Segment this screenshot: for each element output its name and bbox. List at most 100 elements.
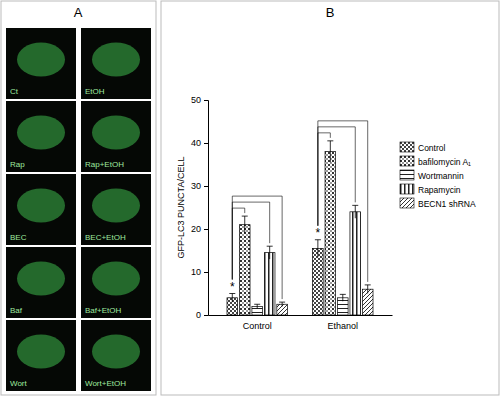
legend: Control bafilomycin A₁ Wortmannin Rapamycin… [400,142,476,209]
cell [17,262,65,296]
error-bar [340,294,346,301]
cell [92,262,140,296]
tick-label: 20 [191,224,201,234]
panel-a: A Ct EtOH Rap Rap+EtOH BEC BEC+EtOH Baf Baf+EtOH… [1,1,156,395]
legend-item: BECN1 shRNA [400,198,476,209]
significance-bracket [232,208,244,279]
legend-swatch [400,170,414,180]
tick: 20 [191,224,208,234]
panel-a-frame [1,1,156,395]
cell [92,116,140,150]
micrograph-background [81,320,151,391]
micrograph-label: EtOH [85,87,105,96]
tick-mark [204,143,208,144]
annotations: ** [230,121,368,299]
panel-label: A [74,5,83,20]
micrograph-label: Rap+EtOH [85,160,124,169]
panel-b-frame [161,1,499,395]
tick-label: 0 [196,310,201,320]
error-bar [365,285,371,294]
legend-item: Wortmannin [400,170,464,181]
significance-bracket [232,202,269,279]
error-bar [315,240,321,257]
micrograph: Wort [6,320,76,391]
cell [92,335,140,369]
cell [92,43,140,77]
micrograph-background [6,174,76,245]
axis-title: GFP-LC3 PUNCTA/CELL [176,157,186,259]
micrograph: Baf [6,247,76,318]
legend-label: Rapamycin [418,185,461,195]
cell [17,43,65,77]
bar [325,152,336,315]
micrograph-background [6,320,76,391]
error-bar [352,205,358,218]
legend-label: Control [418,143,446,153]
tick-mark [204,186,208,187]
micrograph-label: Wort+EtOH [85,379,126,388]
legend-item: bafilomycin A₁ [400,156,471,167]
tick: 0 [196,310,208,320]
tick-mark [204,315,208,316]
x-axis: Control Ethanol [209,315,393,331]
error-bar [242,216,248,233]
axis-line [209,315,393,316]
cell [17,116,65,150]
micrograph: Wort+EtOH [81,320,151,391]
significance-bracket [318,127,355,226]
bar [313,248,324,315]
micrograph: Ct [6,28,76,99]
axis-line [204,101,209,316]
bar [264,253,275,315]
tick-label: 10 [191,267,201,277]
error-bar [229,294,235,303]
legend-swatch [400,184,414,194]
micrograph: Rap [6,101,76,172]
micrograph-label: Wort [10,379,28,388]
bar [350,212,361,315]
micrograph-background [81,101,151,172]
tick-label: Ethanol [328,321,359,331]
micrograph-background [6,28,76,99]
micrograph-label: Ct [10,87,19,96]
significance-bracket [318,133,330,226]
bar [239,225,250,315]
error-bar [267,246,273,259]
panel-b: B 0 10 20 30 40 50 GFP-LC3 PUNCTA/CELL Control Et… [161,1,499,395]
tick: Control [243,315,272,331]
micrograph-label: Rap [10,160,25,169]
micrograph-label: Baf [10,306,23,315]
tick: 50 [191,95,208,105]
annotation: * [316,226,321,240]
legend-item: Rapamycin [400,184,461,195]
tick: Ethanol [328,315,359,331]
plot-area [227,141,373,315]
tick: 30 [191,181,208,191]
micrograph-background [6,247,76,318]
tick: 10 [191,267,208,277]
micrograph: Rap+EtOH [81,101,151,172]
micrograph-background [81,174,151,245]
error-bar [327,141,333,163]
y-axis: 0 10 20 30 40 50 [191,95,209,320]
micrograph-label: BEC+EtOH [85,233,126,242]
error-bar [279,302,285,306]
tick-mark [204,100,208,101]
tick-mark [204,229,208,230]
tick: 40 [191,138,208,148]
significance-bracket [318,121,368,282]
micrograph-background [81,247,151,318]
micrograph: BEC [6,174,76,245]
legend-label: bafilomycin A₁ [418,157,471,167]
legend-swatch [400,198,414,208]
micrograph-background [81,28,151,99]
tick-label: 50 [191,95,201,105]
figure: A Ct EtOH Rap Rap+EtOH BEC BEC+EtOH Baf Baf+EtOH… [0,0,500,396]
cell [92,189,140,223]
micrograph: Baf+EtOH [81,247,151,318]
tick-label: Control [243,321,272,331]
tick-mark [204,272,208,273]
panel-label: B [326,5,335,20]
cell [17,335,65,369]
legend-swatch [400,142,414,152]
